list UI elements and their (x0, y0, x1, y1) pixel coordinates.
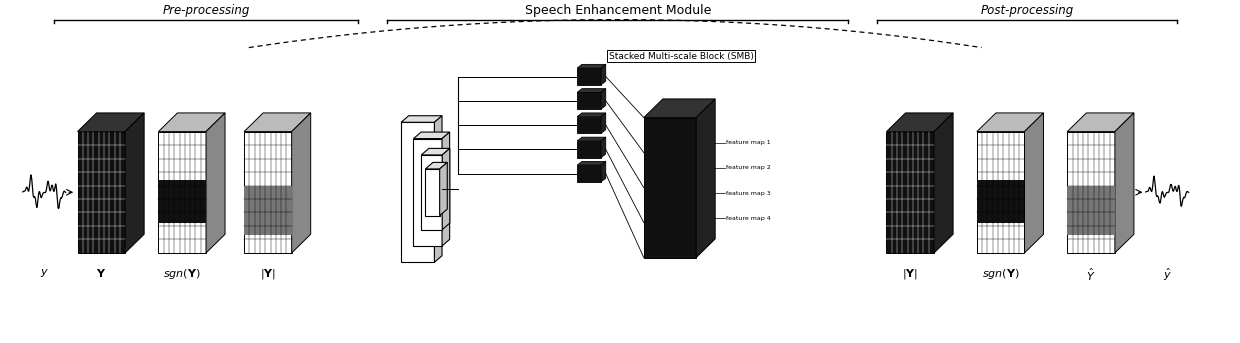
Text: Speech Enhancement Module: Speech Enhancement Module (525, 4, 712, 17)
Text: $|\mathbf{Y}|$: $|\mathbf{Y}|$ (903, 267, 919, 281)
Polygon shape (601, 88, 605, 109)
Polygon shape (601, 113, 605, 133)
Polygon shape (1068, 113, 1133, 132)
Polygon shape (577, 141, 601, 158)
Bar (977, 180, 1024, 223)
Polygon shape (440, 162, 448, 216)
Polygon shape (125, 113, 144, 253)
Text: $\mathit{sgn}(\mathbf{Y})$: $\mathit{sgn}(\mathbf{Y})$ (164, 267, 201, 281)
Text: Stacked Multi-scale Block (SMB): Stacked Multi-scale Block (SMB) (609, 52, 754, 61)
Polygon shape (977, 113, 1044, 132)
Polygon shape (425, 169, 440, 216)
Polygon shape (401, 122, 434, 262)
Polygon shape (1115, 113, 1133, 253)
Polygon shape (159, 113, 224, 132)
Polygon shape (577, 113, 605, 117)
Polygon shape (577, 117, 601, 133)
Polygon shape (934, 113, 954, 253)
Text: feature map 2: feature map 2 (725, 166, 770, 170)
Text: $\hat{Y}$: $\hat{Y}$ (1086, 267, 1096, 283)
Text: feature map 3: feature map 3 (725, 191, 770, 196)
Polygon shape (401, 116, 441, 122)
Polygon shape (425, 162, 448, 169)
Polygon shape (1024, 113, 1044, 253)
Polygon shape (577, 137, 605, 141)
Polygon shape (601, 162, 605, 182)
Bar (159, 180, 206, 223)
Bar (244, 186, 291, 235)
Polygon shape (577, 68, 601, 85)
Polygon shape (78, 113, 144, 132)
Polygon shape (644, 118, 696, 258)
Polygon shape (291, 113, 311, 253)
Polygon shape (413, 139, 441, 246)
Text: feature map 4: feature map 4 (725, 216, 770, 221)
Polygon shape (577, 162, 605, 165)
Polygon shape (696, 99, 715, 258)
Polygon shape (206, 113, 224, 253)
Polygon shape (422, 155, 443, 229)
Polygon shape (887, 132, 934, 253)
Polygon shape (577, 165, 601, 182)
Text: feature map 1: feature map 1 (725, 140, 770, 145)
Polygon shape (78, 132, 125, 253)
Text: $\mathbf{Y}$: $\mathbf{Y}$ (97, 267, 107, 279)
Polygon shape (644, 99, 715, 118)
Text: Post-processing: Post-processing (981, 4, 1074, 17)
Polygon shape (577, 92, 601, 109)
Polygon shape (159, 132, 206, 253)
Polygon shape (887, 113, 954, 132)
Polygon shape (244, 113, 311, 132)
Text: $\hat{y}$: $\hat{y}$ (1163, 267, 1172, 283)
Polygon shape (577, 88, 605, 92)
Polygon shape (977, 132, 1024, 253)
Polygon shape (1068, 132, 1115, 253)
Polygon shape (601, 64, 605, 85)
Polygon shape (434, 116, 441, 262)
Polygon shape (422, 149, 450, 155)
Polygon shape (601, 137, 605, 158)
Polygon shape (577, 64, 605, 68)
Polygon shape (443, 149, 450, 229)
Polygon shape (244, 132, 291, 253)
Bar (1068, 186, 1115, 235)
Text: $|\mathbf{Y}|$: $|\mathbf{Y}|$ (260, 267, 275, 281)
Polygon shape (441, 132, 450, 246)
Polygon shape (413, 132, 450, 139)
Text: Pre-processing: Pre-processing (162, 4, 249, 17)
Text: $y$: $y$ (40, 267, 48, 279)
Text: $\mathit{sgn}(\mathbf{Y})$: $\mathit{sgn}(\mathbf{Y})$ (982, 267, 1019, 281)
